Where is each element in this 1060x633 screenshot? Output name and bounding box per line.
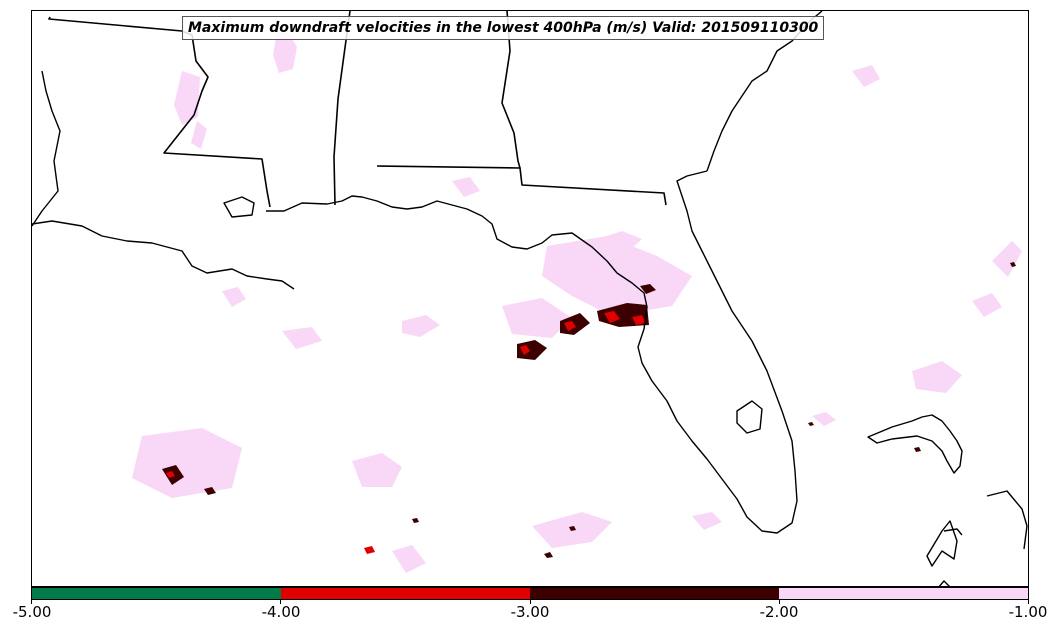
colorbar-tick: [1028, 600, 1029, 604]
colorbar-label: -5.00: [12, 603, 52, 621]
colorbar-tick: [31, 600, 32, 604]
colorbar-tick: [530, 600, 531, 604]
downdraft-field: [132, 31, 1022, 573]
colorbar-segment: [32, 588, 281, 599]
colorbar-tick: [779, 600, 780, 604]
colorbar-label: -1.00: [1008, 603, 1048, 621]
map-canvas: [32, 11, 1028, 586]
colorbar-segment: [779, 588, 1028, 599]
colorbar-label: -2.00: [759, 603, 799, 621]
colorbar-label: -3.00: [510, 603, 550, 621]
coastlines: [32, 11, 1028, 586]
colorbar-label: -4.00: [261, 603, 301, 621]
strong-downdraft-cells: [162, 262, 1016, 558]
state-boundaries: [48, 11, 667, 208]
colorbar-segment: [281, 588, 530, 599]
map-title: Maximum downdraft velocities in the lowe…: [182, 16, 825, 40]
colorbar: [31, 587, 1029, 600]
light-downdraft-patches: [132, 31, 1022, 573]
colorbar-tick: [280, 600, 281, 604]
map-panel: [31, 10, 1029, 587]
colorbar-segment: [530, 588, 779, 599]
